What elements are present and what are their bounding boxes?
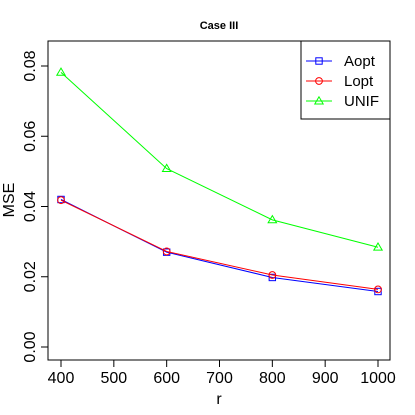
x-tick-label: 500 [100,370,127,387]
data-point-aopt [268,273,277,282]
x-tick-label: 1000 [360,370,396,387]
data-point-unif [372,242,384,251]
legend-item-lopt: Lopt [306,73,374,90]
x-tick-label: 600 [153,370,180,387]
legend-label-aopt: Aopt [344,53,376,70]
legend-item-aopt: Aopt [306,53,376,70]
legend-marker-lopt [315,77,323,85]
data-point-lopt [57,196,65,205]
y-tick-label: 0.08 [22,50,39,81]
data-point-lopt [162,247,171,256]
data-point-lopt [374,285,382,294]
series-unif [55,67,384,251]
y-tick-label: 0.00 [22,331,39,362]
y-axis-label: MSE [1,183,18,218]
legend-item-unif: UNIF [306,93,379,110]
legend-label-unif: UNIF [344,93,379,110]
series-line-lopt [60,199,379,290]
series-layer [55,67,384,296]
y-tick-label: 0.02 [22,261,39,292]
x-tick-label: 900 [312,370,339,387]
x-tick-label: 700 [206,370,233,387]
data-point-unif [267,214,278,224]
axes: 400 500 600 700 800 900 1000 0.00 0.02 0.04 0.06 0.… [22,50,396,387]
series-line-aopt [60,199,379,292]
legend: Aopt Lopt UNIF [300,40,391,120]
series-line-unif [60,71,379,248]
y-tick-label: 0.06 [22,121,39,152]
x-axis-label: r [216,391,222,408]
legend-marker-unif [313,95,325,105]
series-aopt [57,195,382,296]
y-tick-label: 0.04 [22,191,39,222]
data-point-unif [161,163,172,173]
data-point-unif [55,67,67,76]
legend-label-lopt: Lopt [344,73,374,90]
legend-marker-aopt [315,57,323,65]
x-tick-label: 400 [48,370,75,387]
x-tick-label: 800 [259,370,286,387]
chart-title: Case III [200,20,239,32]
series-lopt [57,196,382,294]
data-point-lopt [268,271,277,279]
